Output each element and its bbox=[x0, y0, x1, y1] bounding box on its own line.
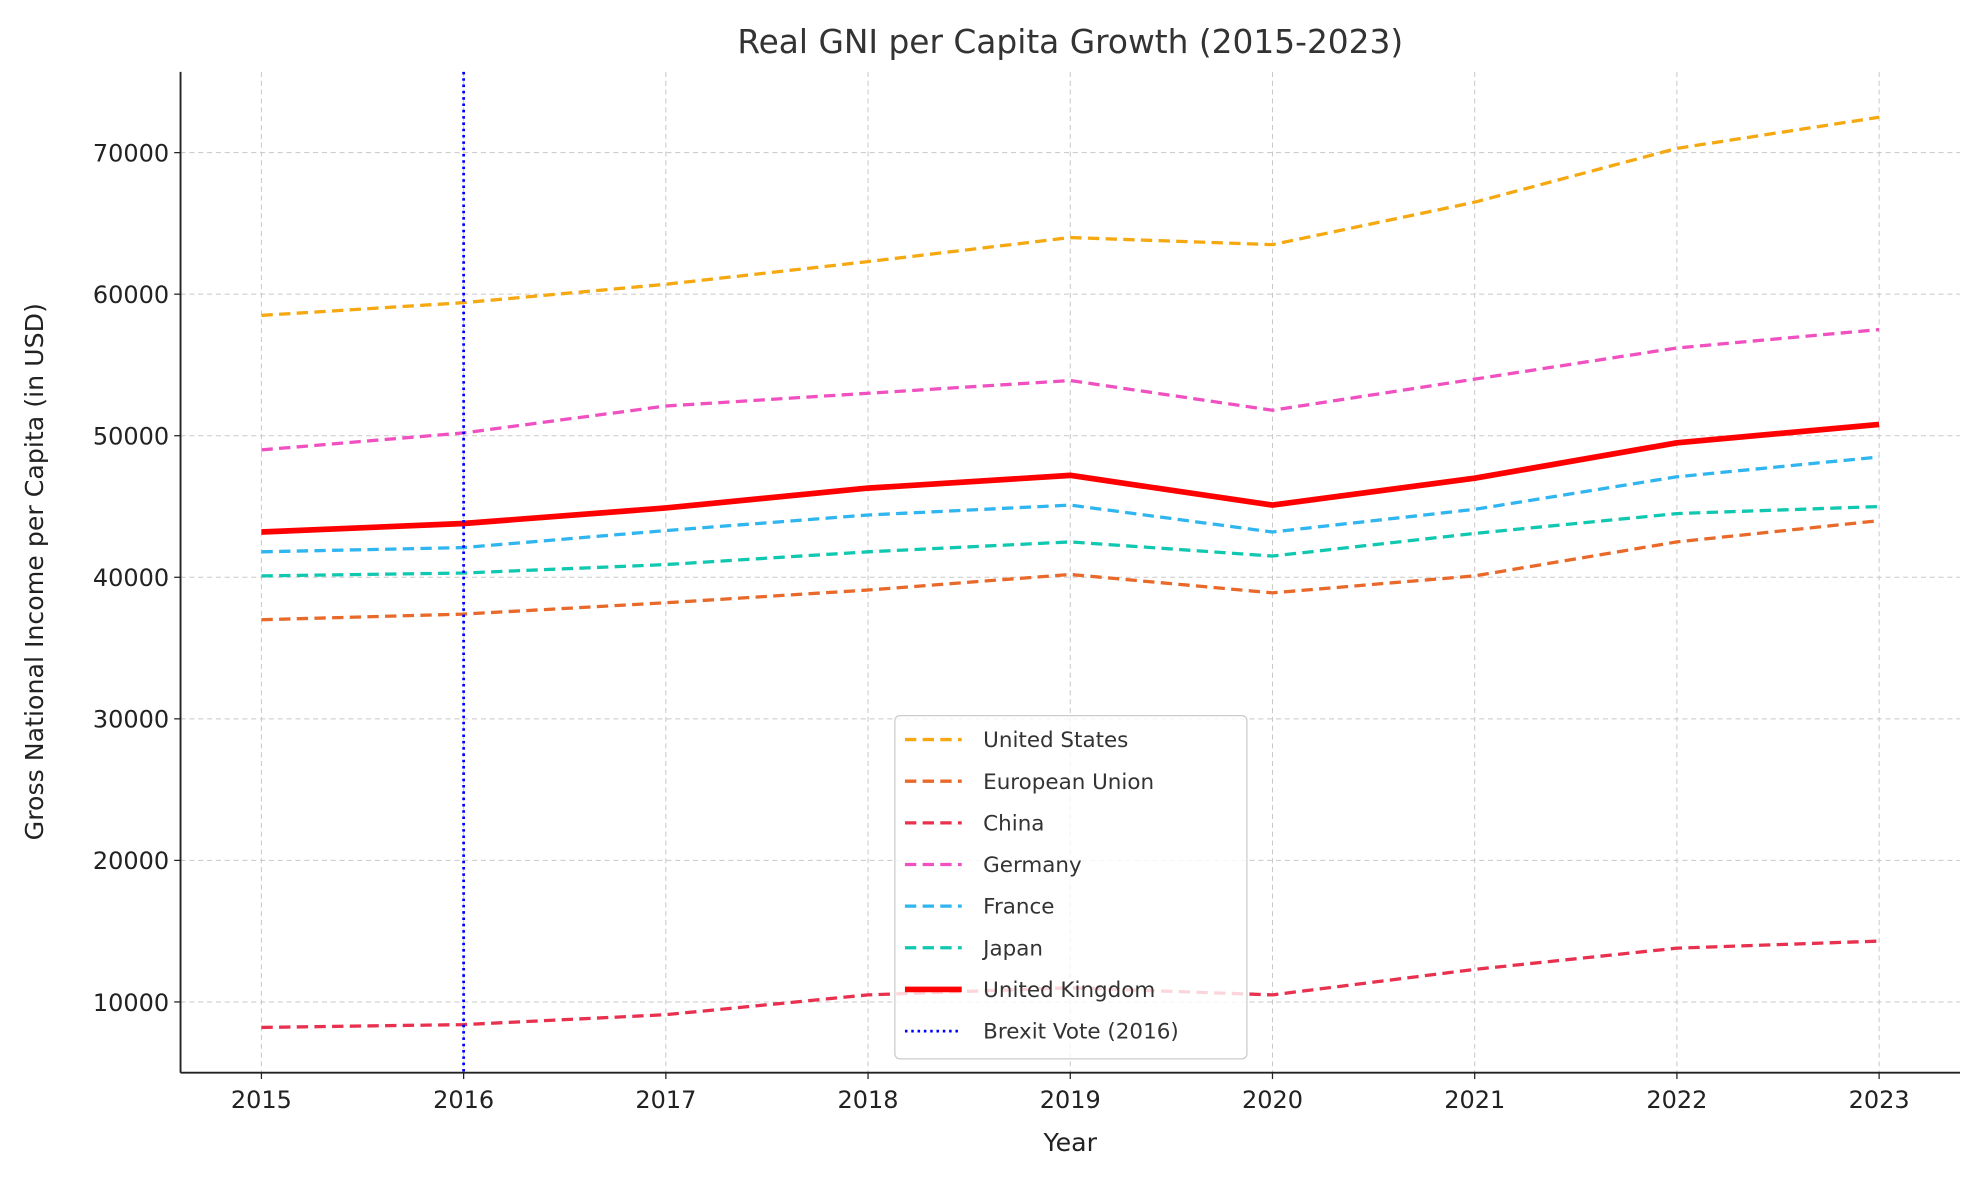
x-tick-label: 2019 bbox=[1040, 1086, 1101, 1114]
legend-label: European Union bbox=[983, 770, 1154, 795]
x-tick-label: 2018 bbox=[838, 1086, 899, 1114]
y-tick-label: 50000 bbox=[93, 423, 169, 451]
legend-label: Japan bbox=[981, 936, 1043, 961]
y-tick-label: 70000 bbox=[93, 139, 169, 167]
series-line-united-kingdom bbox=[261, 421, 1880, 535]
legend: United States European Union China Germany F… bbox=[894, 714, 1248, 1060]
x-tick-label: 2023 bbox=[1849, 1086, 1910, 1114]
y-axis-label: Gross National Income per Capita (in USD… bbox=[20, 303, 49, 840]
legend-label: France bbox=[983, 895, 1054, 920]
x-tick-label: 2021 bbox=[1444, 1086, 1505, 1114]
legend-label: Germany bbox=[983, 853, 1082, 878]
x-tick-label: 2022 bbox=[1646, 1086, 1707, 1114]
legend-label: China bbox=[983, 811, 1044, 836]
series-line-france bbox=[261, 455, 1880, 554]
y-tick-label: 10000 bbox=[93, 989, 169, 1017]
series-lines bbox=[261, 71, 1880, 1073]
y-tick-label: 20000 bbox=[93, 847, 169, 875]
x-tick-label: 2016 bbox=[433, 1086, 494, 1114]
grid bbox=[180, 71, 1961, 1073]
series-line-japan bbox=[261, 504, 1880, 578]
x-tick-label: 2015 bbox=[231, 1086, 292, 1114]
legend-label: Brexit Vote (2016) bbox=[983, 1020, 1179, 1045]
series-line-united-states bbox=[261, 115, 1880, 318]
series-line-european-union bbox=[261, 519, 1880, 622]
series-line-china bbox=[261, 939, 1880, 1030]
y-tick-label: 60000 bbox=[93, 281, 169, 309]
series-line-germany bbox=[261, 327, 1880, 452]
tick-labels: 2015 2016 2017 2018 2019 2020 2021 2022 2023 1000… bbox=[93, 139, 1910, 1114]
legend-label: United States bbox=[983, 728, 1128, 753]
y-tick-label: 40000 bbox=[93, 564, 169, 592]
x-tick-label: 2020 bbox=[1242, 1086, 1303, 1114]
y-tick-label: 30000 bbox=[93, 706, 169, 734]
x-tick-label: 2017 bbox=[635, 1086, 696, 1114]
chart-title: Real GNI per Capita Growth (2015-2023) bbox=[737, 23, 1403, 61]
legend-label: United Kingdom bbox=[983, 978, 1155, 1003]
x-axis-label: Year bbox=[1043, 1128, 1098, 1157]
